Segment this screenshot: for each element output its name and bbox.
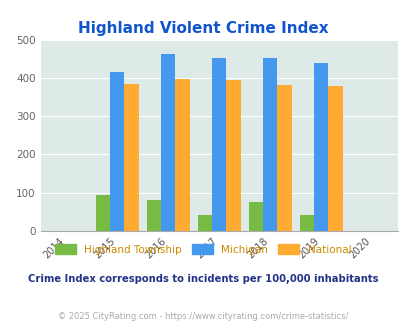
Bar bbox=[328, 85, 342, 231]
Bar bbox=[161, 54, 175, 231]
Bar bbox=[248, 202, 262, 231]
Bar bbox=[124, 84, 138, 231]
Bar bbox=[146, 200, 161, 231]
Text: Highland Violent Crime Index: Highland Violent Crime Index bbox=[77, 21, 328, 36]
Bar bbox=[262, 58, 277, 231]
Bar bbox=[110, 72, 124, 231]
Bar bbox=[299, 214, 313, 231]
Bar bbox=[197, 214, 211, 231]
Bar bbox=[226, 80, 240, 231]
Bar bbox=[96, 195, 110, 231]
Bar bbox=[211, 58, 226, 231]
Text: Crime Index corresponds to incidents per 100,000 inhabitants: Crime Index corresponds to incidents per… bbox=[28, 274, 377, 284]
Bar bbox=[175, 79, 189, 231]
Bar bbox=[277, 85, 291, 231]
Text: © 2025 CityRating.com - https://www.cityrating.com/crime-statistics/: © 2025 CityRating.com - https://www.city… bbox=[58, 312, 347, 321]
Legend: Highland Township, Michigan, National: Highland Township, Michigan, National bbox=[55, 245, 350, 255]
Bar bbox=[313, 63, 328, 231]
